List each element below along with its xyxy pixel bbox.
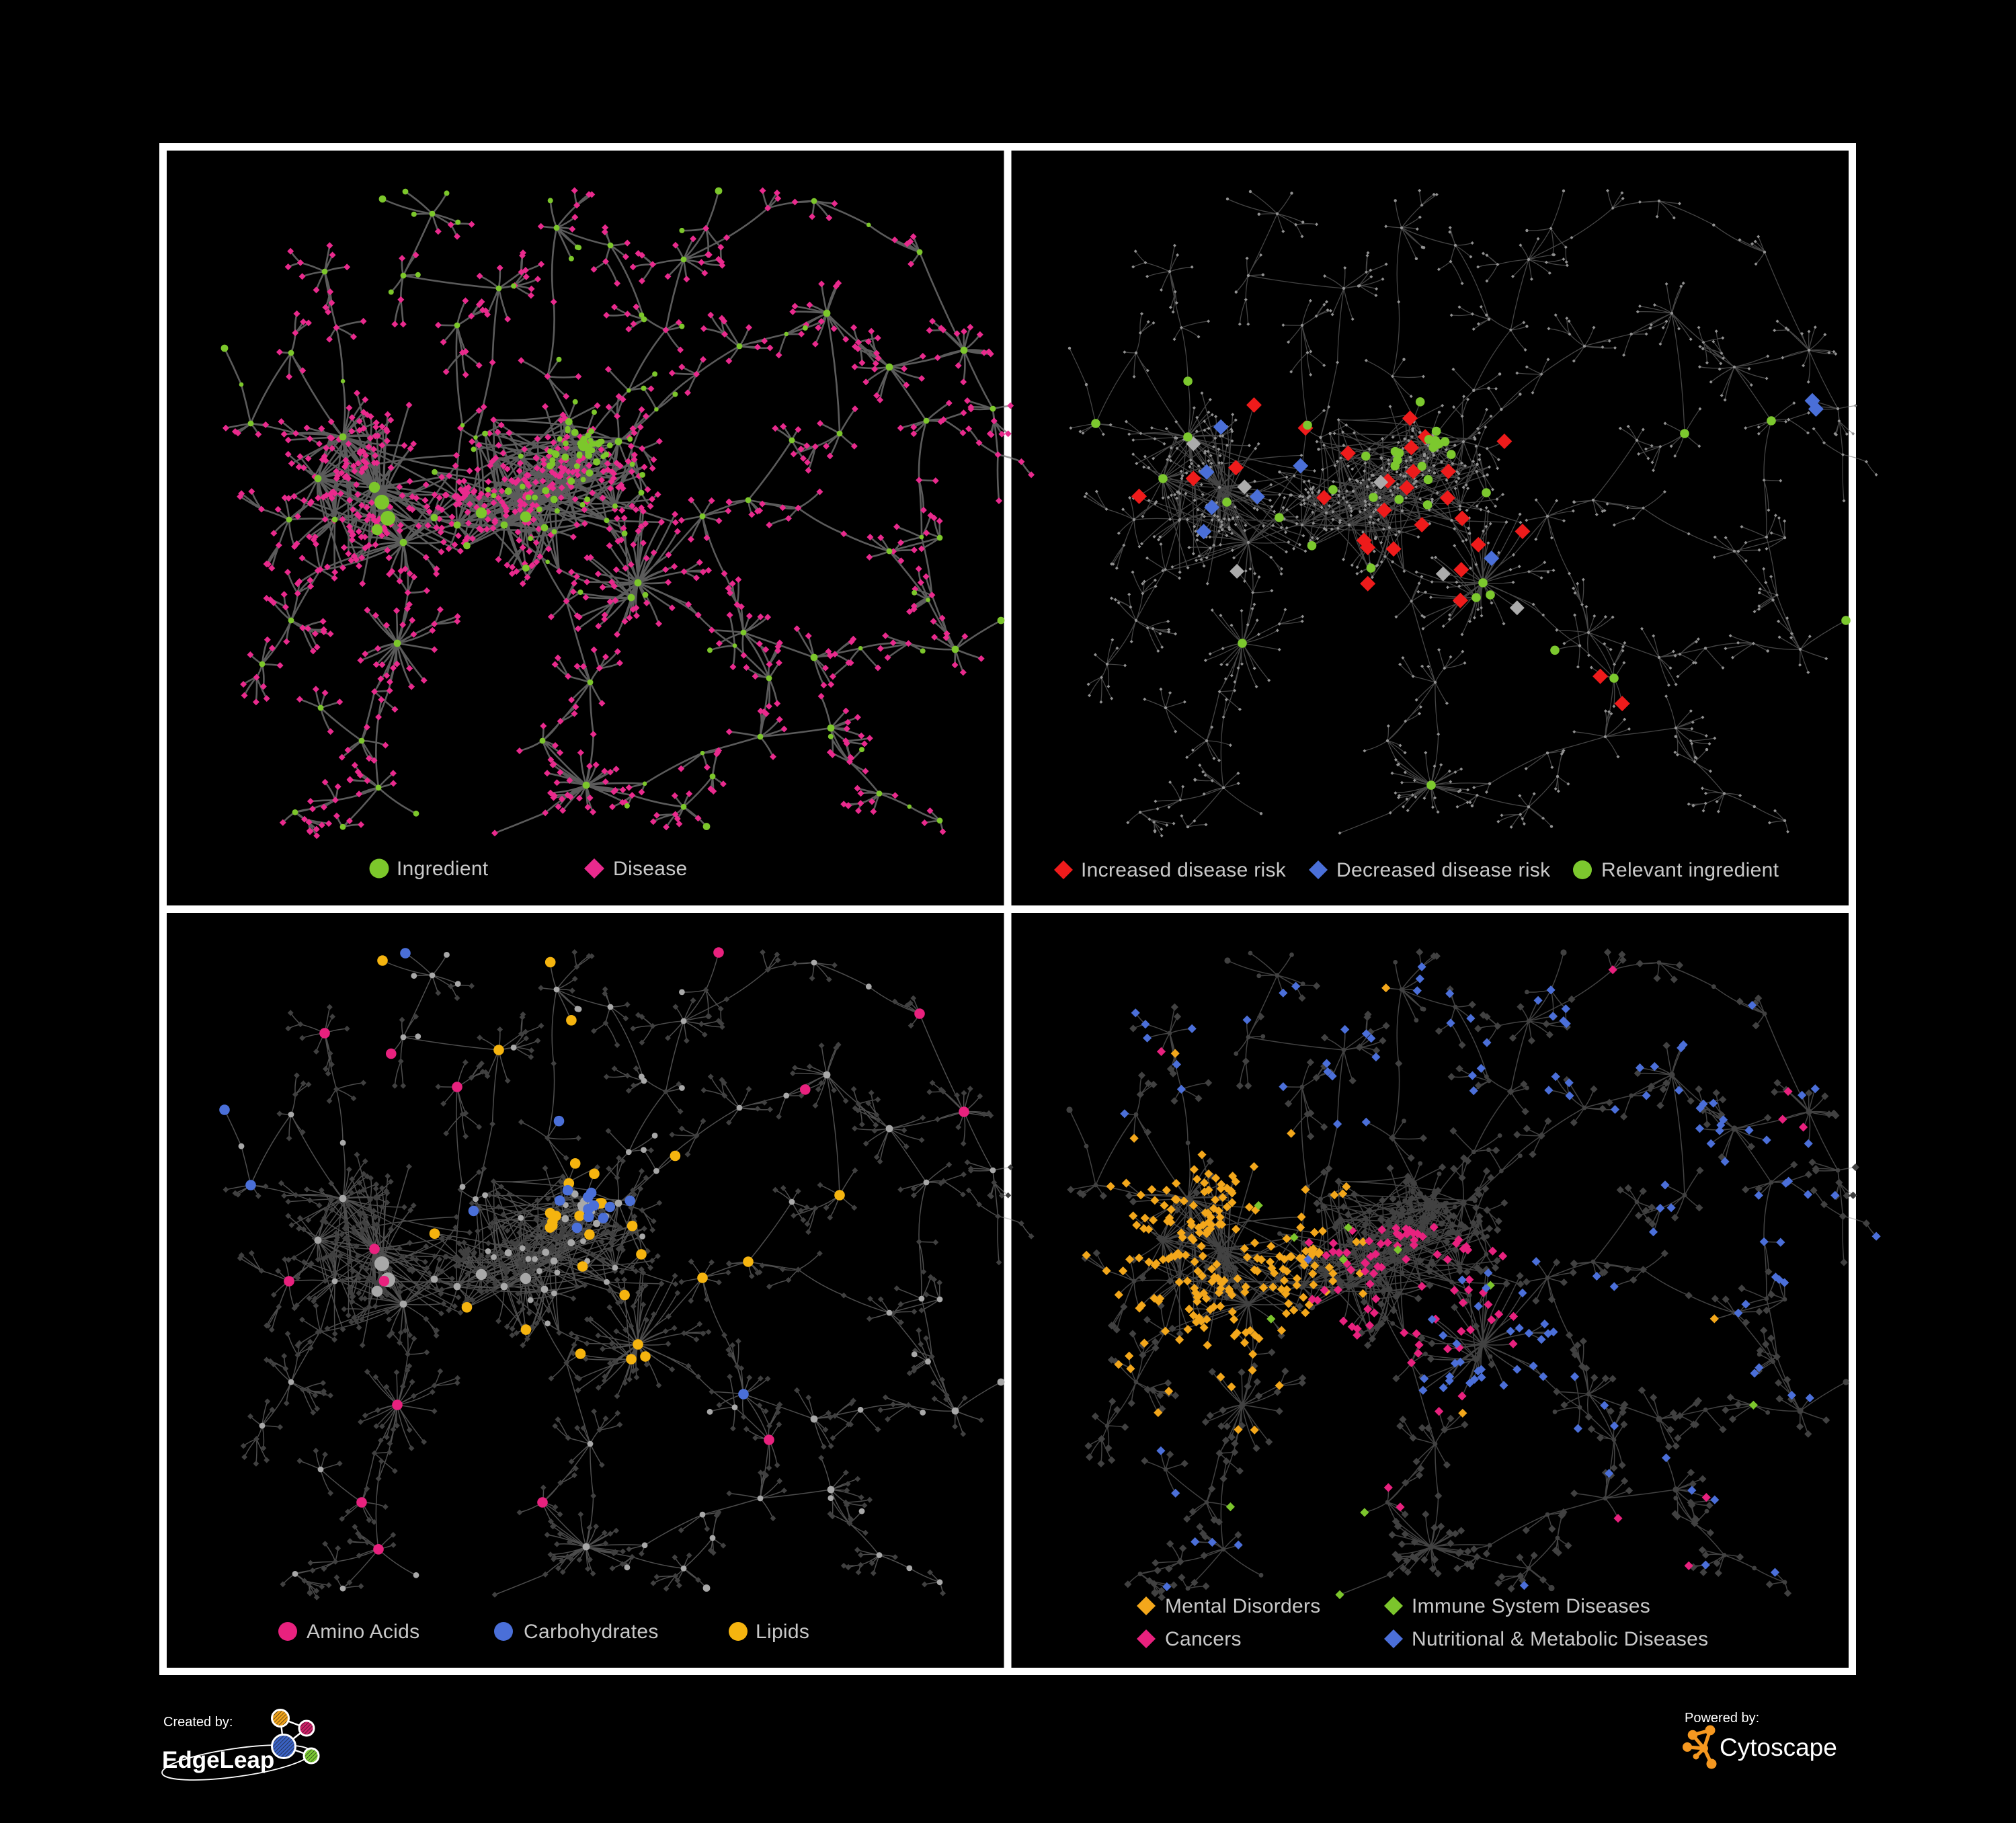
svg-text:Cancers: Cancers: [1165, 1628, 1242, 1650]
svg-text:Lipids: Lipids: [756, 1621, 809, 1643]
svg-text:Powered by:: Powered by:: [1685, 1711, 1759, 1726]
svg-text:Cytoscape: Cytoscape: [1720, 1734, 1837, 1761]
svg-text:Decreased disease risk: Decreased disease risk: [1336, 859, 1551, 881]
svg-text:Ingredient: Ingredient: [397, 858, 489, 880]
svg-text:Immune System Diseases: Immune System Diseases: [1412, 1595, 1650, 1617]
svg-text:Carbohydrates: Carbohydrates: [524, 1621, 659, 1643]
svg-text:Increased disease risk: Increased disease risk: [1081, 859, 1287, 881]
svg-text:Amino Acids: Amino Acids: [307, 1621, 419, 1643]
svg-text:Nutritional & Metabolic Diseas: Nutritional & Metabolic Diseases: [1412, 1628, 1708, 1650]
svg-text:Mental Disorders: Mental Disorders: [1165, 1595, 1321, 1617]
svg-text:Relevant ingredient: Relevant ingredient: [1601, 859, 1779, 881]
svg-text:Disease: Disease: [613, 858, 687, 880]
svg-text:Created by:: Created by:: [163, 1715, 233, 1730]
